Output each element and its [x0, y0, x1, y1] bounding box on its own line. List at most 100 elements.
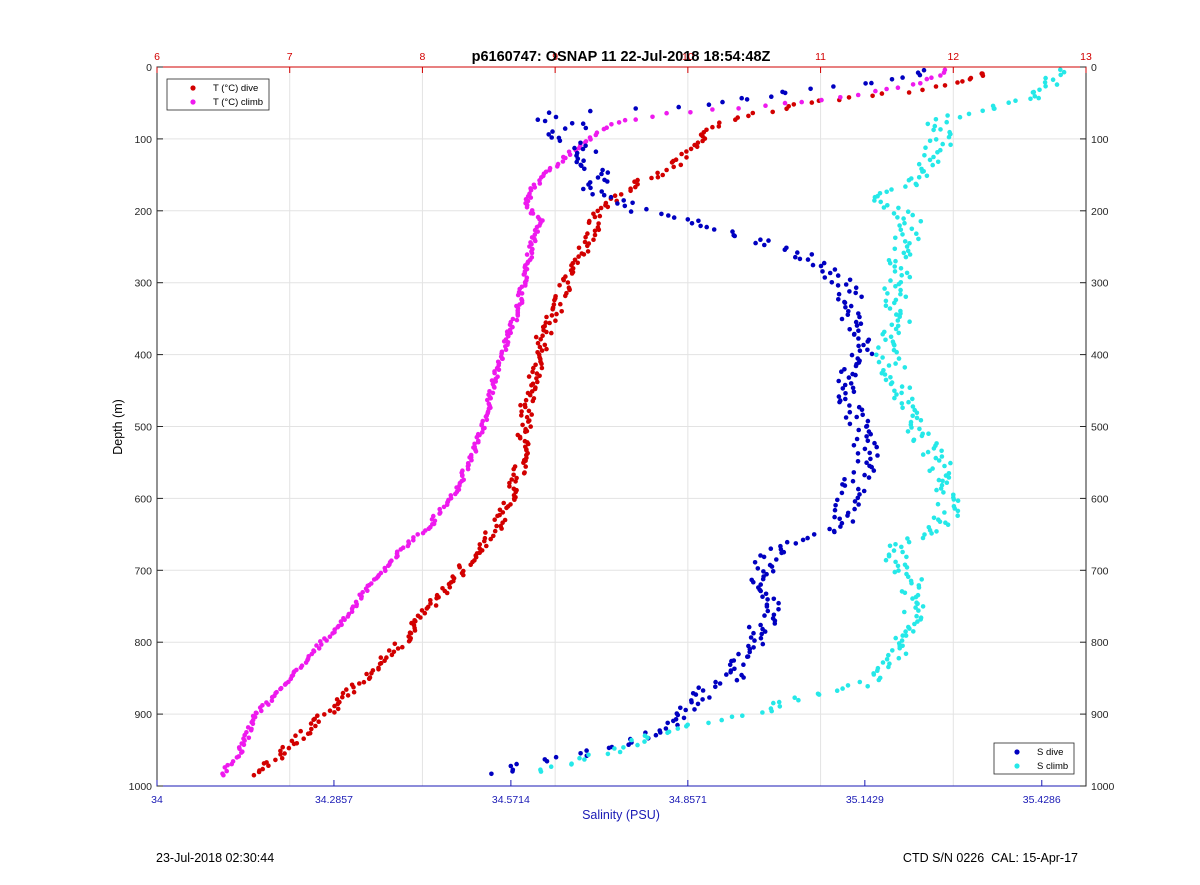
data-point	[377, 661, 383, 667]
data-point	[880, 331, 885, 337]
data-point	[779, 550, 784, 556]
data-point	[242, 738, 247, 743]
data-point	[855, 92, 861, 98]
data-point	[857, 314, 862, 320]
data-point	[892, 342, 897, 348]
data-point	[920, 452, 926, 457]
data-point	[628, 188, 633, 194]
data-point	[906, 177, 912, 183]
data-point	[534, 376, 539, 381]
data-point	[237, 746, 242, 752]
data-point	[524, 414, 530, 420]
data-point	[910, 413, 915, 419]
data-point	[782, 247, 788, 252]
data-point	[618, 192, 624, 197]
data-point	[526, 374, 532, 379]
data-point	[554, 311, 559, 317]
data-point	[892, 246, 898, 252]
tick-label-depth-right: 100	[1091, 134, 1109, 146]
data-point	[907, 385, 913, 391]
data-point	[933, 117, 939, 122]
data-point	[980, 108, 985, 114]
data-point	[605, 204, 611, 210]
data-point	[692, 707, 697, 712]
data-point	[324, 638, 329, 643]
data-point	[900, 232, 905, 237]
data-point	[730, 229, 735, 234]
data-point	[736, 106, 741, 111]
data-point	[887, 543, 893, 549]
data-point	[549, 313, 555, 318]
data-point	[704, 224, 709, 230]
data-point	[269, 698, 275, 703]
data-point	[671, 718, 676, 724]
data-point	[764, 604, 770, 609]
data-point	[868, 431, 873, 437]
data-point	[818, 263, 824, 269]
tick-label-depth-right: 1000	[1091, 781, 1115, 793]
data-point	[853, 290, 858, 296]
data-point	[843, 305, 848, 310]
data-point	[900, 633, 905, 638]
data-point	[770, 569, 776, 574]
data-point	[681, 715, 687, 721]
data-point	[793, 254, 798, 260]
series-t-c-climb	[220, 67, 948, 778]
data-point	[796, 697, 801, 703]
data-point	[521, 272, 527, 277]
tick-label-temperature: 8	[420, 51, 426, 63]
data-point	[889, 322, 895, 328]
data-point	[465, 466, 471, 472]
data-point	[322, 712, 327, 717]
data-point	[583, 143, 588, 149]
data-point	[761, 569, 766, 574]
data-point	[461, 572, 466, 578]
data-point	[612, 193, 618, 198]
series-s-climb	[538, 67, 1067, 774]
data-point	[383, 568, 388, 574]
data-point	[585, 231, 590, 236]
data-point	[896, 281, 902, 287]
data-point	[305, 731, 311, 736]
data-point	[819, 97, 824, 103]
data-point	[895, 215, 900, 220]
data-point	[859, 407, 865, 413]
data-point	[524, 252, 530, 257]
data-point	[895, 85, 901, 90]
data-point	[883, 337, 888, 343]
data-point	[222, 765, 228, 770]
data-point	[805, 535, 810, 541]
data-point	[535, 340, 541, 346]
data-point	[420, 530, 426, 536]
data-point	[535, 117, 541, 122]
data-point	[565, 280, 571, 285]
data-point	[848, 303, 854, 309]
data-point	[457, 564, 463, 570]
data-point	[907, 241, 912, 246]
data-point	[992, 106, 997, 111]
data-point	[557, 283, 562, 288]
data-point	[935, 159, 941, 165]
data-point	[308, 721, 314, 726]
data-point	[593, 149, 599, 154]
data-point	[553, 114, 559, 120]
data-point	[694, 144, 700, 150]
data-point	[591, 237, 596, 242]
data-point	[902, 365, 908, 370]
data-point	[1030, 90, 1036, 95]
data-point	[892, 300, 897, 306]
data-point	[842, 382, 848, 388]
data-point	[907, 274, 913, 280]
data-point	[933, 84, 939, 89]
data-point	[896, 330, 901, 336]
data-point	[925, 449, 931, 455]
data-point	[717, 120, 722, 125]
data-point	[645, 735, 650, 740]
tick-label-temperature: 10	[682, 51, 694, 63]
data-point	[847, 409, 853, 415]
data-point	[906, 399, 911, 405]
data-point	[539, 365, 545, 371]
data-point	[424, 606, 430, 611]
data-point	[335, 701, 341, 707]
data-point	[688, 110, 693, 115]
